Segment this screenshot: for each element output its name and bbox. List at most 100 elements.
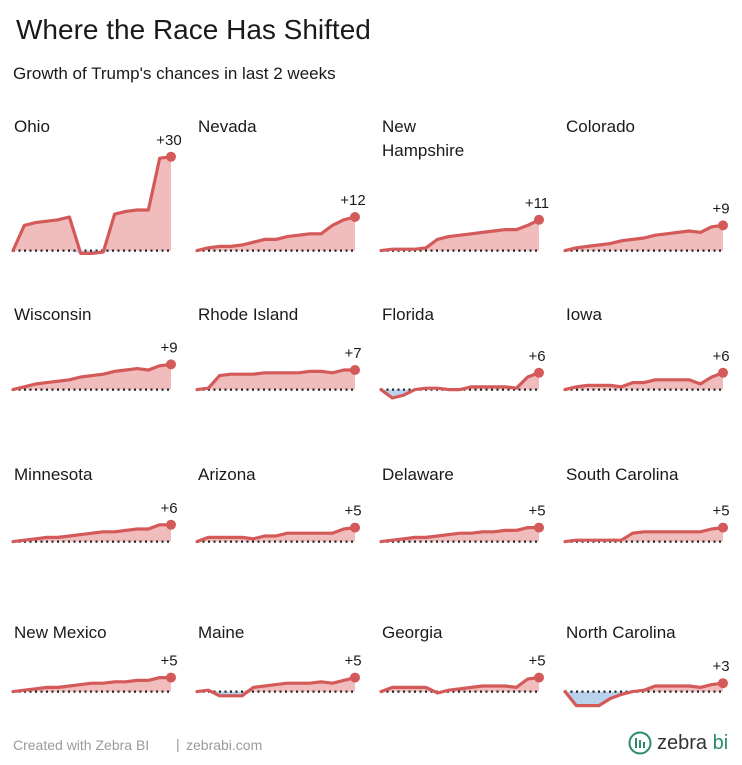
- end-point-ohio: [165, 152, 176, 163]
- value-label-new-mexico: +5: [160, 653, 177, 670]
- state-label-colorado: Colorado: [566, 117, 635, 136]
- zebra-bi-logo[interactable]: zebra bi: [628, 730, 728, 756]
- sparkline-maine: +5: [195, 653, 362, 698]
- positive-area-minnesota: [13, 525, 171, 543]
- footer-credit: Created with Zebra BI: [13, 737, 150, 753]
- positive-area-maine: [197, 678, 355, 693]
- sparkline-arizona: +5: [195, 503, 362, 544]
- value-label-minnesota: +6: [160, 500, 177, 517]
- series-line-colorado: [563, 224, 725, 253]
- value-label-georgia: +5: [528, 653, 545, 670]
- footer-separator: |: [176, 736, 180, 752]
- series-line-ohio: [11, 155, 173, 256]
- series-line-new-hampshire: [379, 218, 541, 253]
- end-point-new-hampshire: [533, 215, 544, 226]
- series-line-rhode-island: [195, 368, 357, 392]
- value-label-iowa: +6: [712, 348, 729, 365]
- sparkline-minnesota: +6: [11, 500, 178, 544]
- state-label-rhode-island: Rhode Island: [198, 305, 299, 324]
- state-label-delaware: Delaware: [382, 465, 454, 484]
- state-label-new-mexico: New Mexico: [14, 623, 107, 642]
- sparkline-wisconsin: +9: [11, 340, 178, 392]
- sparkline-florida: +6: [379, 348, 546, 401]
- value-label-florida: +6: [528, 348, 545, 365]
- sparkline-nevada: +12: [195, 192, 366, 253]
- value-label-new-hampshire: +11: [525, 195, 549, 212]
- series-line-georgia: [379, 676, 541, 696]
- state-label-nevada: Nevada: [198, 117, 257, 136]
- end-point-georgia: [533, 673, 544, 684]
- sparkline-colorado: +9: [563, 201, 730, 253]
- footer-url[interactable]: zebrabi.com: [186, 737, 263, 753]
- sparkline-new-mexico: +5: [11, 653, 178, 694]
- state-label-arizona: Arizona: [198, 465, 256, 484]
- state-label-south-carolina: South Carolina: [566, 465, 679, 484]
- chart-title: Where the Race Has Shifted: [16, 14, 371, 45]
- sparkline-ohio: +30: [11, 132, 182, 256]
- value-label-maine: +5: [344, 653, 361, 670]
- series-line-south-carolina: [563, 526, 725, 544]
- positive-area-ohio: [13, 157, 171, 251]
- end-point-south-carolina: [717, 523, 728, 534]
- value-label-rhode-island: +7: [344, 345, 361, 362]
- chart-subtitle: Growth of Trump's chances in last 2 week…: [13, 64, 336, 83]
- end-point-north-carolina: [717, 678, 728, 689]
- sparkline-georgia: +5: [379, 653, 546, 696]
- state-label-north-carolina: North Carolina: [566, 623, 676, 642]
- end-point-nevada: [349, 212, 360, 223]
- end-point-arizona: [349, 523, 360, 534]
- positive-area-florida: [381, 373, 539, 391]
- end-point-delaware: [533, 523, 544, 534]
- sparkline-north-carolina: +3: [563, 659, 730, 708]
- positive-area-nevada: [197, 217, 355, 251]
- positive-area-south-carolina: [565, 528, 723, 543]
- negative-area-florida: [381, 390, 539, 399]
- sparkline-delaware: +5: [379, 503, 546, 544]
- brand-name: zebra: [657, 731, 708, 754]
- sparkline-new-hampshire: +11: [379, 195, 549, 253]
- series-line-north-carolina: [563, 682, 725, 708]
- sparkline-rhode-island: +7: [195, 345, 362, 392]
- end-point-maine: [349, 673, 360, 684]
- series-line-arizona: [195, 526, 357, 544]
- brand-text: zebra bi: [657, 732, 728, 755]
- state-label-wisconsin: Wisconsin: [14, 305, 92, 324]
- end-point-wisconsin: [165, 359, 176, 370]
- value-label-wisconsin: +9: [160, 340, 177, 357]
- end-point-new-mexico: [165, 673, 176, 684]
- value-label-ohio: +30: [156, 132, 181, 149]
- zebra-logo-icon: [628, 731, 652, 755]
- state-label-minnesota: Minnesota: [14, 465, 93, 484]
- state-label-ohio: Ohio: [14, 117, 50, 136]
- state-label-maine: Maine: [198, 623, 245, 642]
- end-point-colorado: [717, 220, 728, 231]
- negative-area-north-carolina: [565, 692, 723, 707]
- state-label-georgia: Georgia: [382, 623, 443, 642]
- sparkline-iowa: +6: [563, 348, 730, 392]
- value-label-colorado: +9: [712, 201, 729, 218]
- value-label-south-carolina: +5: [712, 503, 729, 520]
- value-label-arizona: +5: [344, 503, 361, 520]
- value-label-north-carolina: +3: [712, 659, 729, 676]
- brand-suffix: bi: [712, 731, 729, 754]
- sparkline-south-carolina: +5: [563, 503, 730, 544]
- series-line-maine: [195, 676, 357, 698]
- state-label-new-hampshire: New Hampshire: [382, 117, 465, 160]
- end-point-iowa: [717, 368, 728, 379]
- end-point-minnesota: [165, 520, 176, 531]
- series-line-iowa: [563, 371, 725, 392]
- series-line-new-mexico: [11, 676, 173, 694]
- value-label-delaware: +5: [528, 503, 545, 520]
- series-line-nevada: [195, 215, 357, 253]
- end-point-rhode-island: [349, 365, 360, 376]
- positive-area-north-carolina: [565, 683, 723, 693]
- value-label-nevada: +12: [340, 192, 365, 209]
- state-label-florida: Florida: [382, 305, 434, 324]
- series-line-delaware: [379, 526, 541, 544]
- series-line-minnesota: [11, 523, 173, 544]
- end-point-florida: [533, 368, 544, 379]
- state-label-iowa: Iowa: [566, 305, 602, 324]
- series-line-florida: [379, 371, 541, 401]
- series-line-wisconsin: [11, 363, 173, 392]
